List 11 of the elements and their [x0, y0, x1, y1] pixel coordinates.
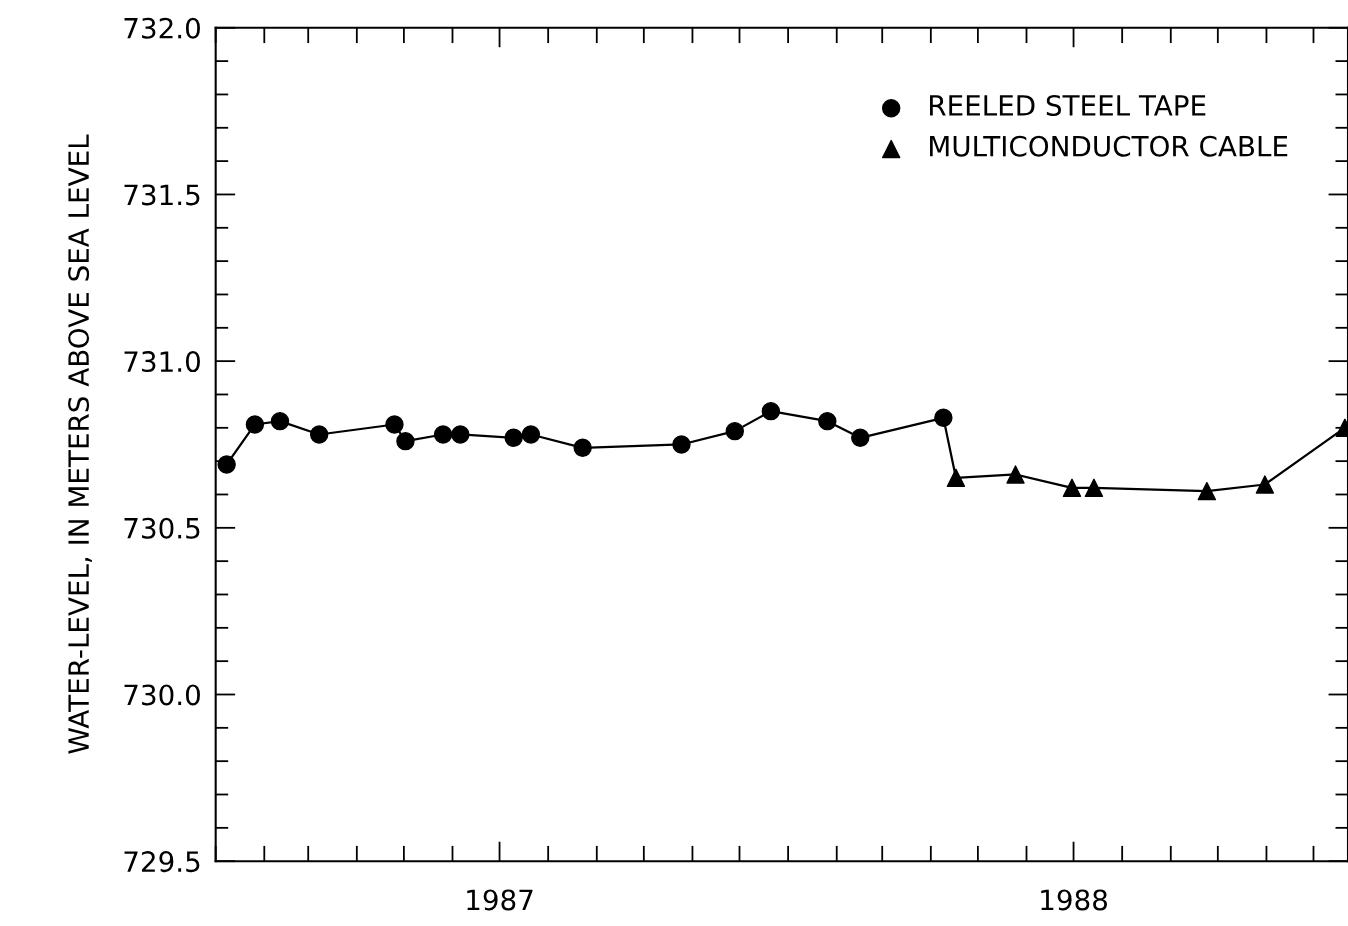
y-tick-label: 731.5	[124, 184, 200, 206]
legend-label: REELED STEEL TAPE	[930, 94, 1206, 116]
y-tick-label: 729.5	[124, 851, 200, 873]
x-tick-label: 1988	[1041, 889, 1107, 911]
y-tick-label: 730.0	[124, 684, 200, 706]
y-axis-title: WATER-LEVEL, IN METERS ABOVE SEA LEVEL	[68, 134, 92, 754]
y-tick-label: 732.0	[124, 17, 200, 39]
y-tick-label: 730.5	[124, 517, 200, 539]
x-tick-label: 1987	[467, 889, 533, 911]
legend-label: MULTICONDUCTOR CABLE	[930, 135, 1288, 157]
y-tick-label: 731.0	[124, 351, 200, 373]
